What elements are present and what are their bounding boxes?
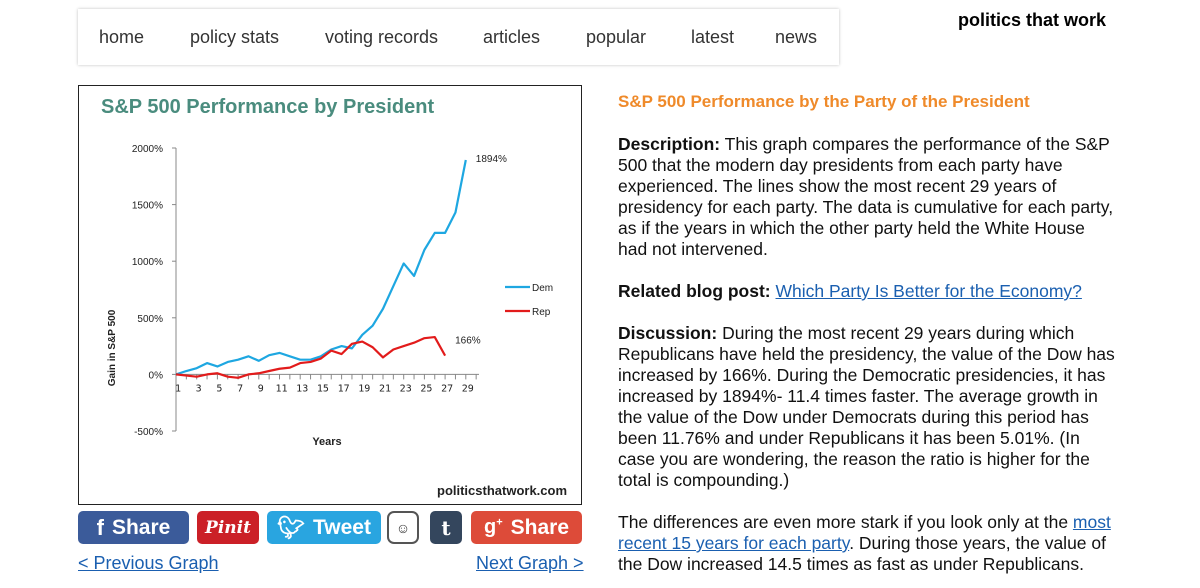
chart-end-label-rep: 166% — [455, 336, 481, 347]
chart-series-rep — [175, 335, 447, 379]
nav-policy-stats[interactable]: policy stats — [190, 27, 280, 47]
chart-x-tick-label: 23 — [400, 383, 412, 394]
facebook-icon: f — [96, 514, 104, 540]
nav-popular[interactable]: popular — [586, 27, 647, 47]
nav-latest[interactable]: latest — [691, 27, 735, 47]
chart-end-label-dem: 1894% — [476, 154, 507, 165]
differences-text-start: The differences are even more stark if y… — [618, 512, 1073, 532]
recent-15-years-link[interactable]: most recent 15 years for each party — [618, 512, 1111, 553]
pinterest-label: Pinit — [205, 517, 251, 538]
previous-graph-link[interactable]: < Previous Graph — [78, 553, 219, 573]
chart-x-tick-label: 1 — [175, 383, 181, 394]
legend-label-dem: Dem — [532, 283, 553, 294]
description-paragraph: Description: This graph compares the per… — [618, 134, 1118, 260]
next-graph-link[interactable]: Next Graph > — [476, 553, 584, 573]
differences-paragraph: The differences are even more stark if y… — [618, 512, 1118, 575]
discussion-label: Discussion: — [618, 323, 718, 343]
facebook-share-button[interactable]: f Share — [78, 511, 189, 544]
reddit-icon: ☺ — [395, 519, 411, 536]
chart-x-tick-label: 13 — [296, 383, 308, 394]
chart-x-tick-label: 11 — [275, 383, 287, 394]
chart-series-dem — [175, 159, 467, 376]
related-post-link[interactable]: Which Party Is Better for the Economy? — [775, 281, 1082, 301]
article-title: S&P 500 Performance by the Party of the … — [618, 92, 1030, 111]
twitter-bird-icon: 🐦︎ — [277, 514, 305, 540]
pinterest-button[interactable]: Pinit — [197, 511, 259, 544]
chart-x-tick-label: 19 — [358, 383, 370, 394]
nav-voting-records[interactable]: voting records — [325, 27, 439, 47]
description-label: Description: — [618, 134, 721, 154]
chart-y-tick-label: 1500% — [132, 201, 163, 212]
tweet-label: Tweet — [312, 515, 371, 539]
nav-home[interactable]: home — [99, 27, 145, 47]
tumblr-icon: t — [441, 515, 451, 540]
chart-svg: S&P 500 Performance by President Gain in… — [101, 96, 553, 448]
chart-watermark: politicsthatwork.com — [437, 483, 568, 498]
site-brand[interactable]: politics that work — [958, 10, 1107, 30]
chart-x-tick-label: 9 — [258, 383, 264, 394]
chart-x-tick-label: 7 — [237, 383, 243, 394]
chart-x-tick-label: 3 — [196, 383, 202, 394]
chart-y-tick-label: 1000% — [132, 257, 163, 268]
discussion-paragraph: Discussion: During the most recent 29 ye… — [618, 323, 1118, 491]
chart-x-tick-label: 25 — [420, 383, 432, 394]
nav-news[interactable]: news — [775, 27, 818, 47]
description-text: This graph compares the performance of t… — [618, 134, 1114, 259]
discussion-text: During the most recent 29 years during w… — [618, 323, 1115, 490]
chart-x-tick-label: 17 — [338, 383, 350, 394]
chart-x-tick-label: 5 — [216, 383, 222, 394]
chart-x-tick-label: 27 — [441, 383, 453, 394]
related-post-paragraph: Related blog post: Which Party Is Better… — [618, 281, 1118, 302]
chart-title: S&P 500 Performance by President — [101, 96, 434, 118]
chart-x-tick-label: 21 — [379, 383, 391, 394]
related-post-label: Related blog post: — [618, 281, 771, 301]
legend-label-rep: Rep — [532, 307, 551, 318]
chart-image: S&P 500 Performance by President Gain in… — [78, 85, 582, 505]
nav-articles[interactable]: articles — [483, 27, 541, 47]
reddit-button[interactable]: ☺ — [387, 511, 419, 544]
google-plus-icon: g+ — [483, 516, 503, 538]
twitter-tweet-button[interactable]: 🐦︎ Tweet — [267, 511, 381, 544]
gplus-share-label: Share — [510, 515, 570, 539]
chart-x-tick-label: 29 — [462, 383, 474, 394]
chart-x-axis-label: Years — [312, 436, 341, 448]
chart-y-tick-label: 2000% — [132, 144, 163, 155]
chart-y-tick-label: 500% — [137, 314, 163, 325]
gplus-share-button[interactable]: g+ Share — [471, 511, 582, 544]
facebook-share-label: Share — [111, 515, 171, 539]
top-nav: home policy stats voting records article… — [78, 9, 839, 65]
chart-y-axis-label: Gain in S&P 500 — [107, 309, 118, 386]
chart-y-tick-label: -500% — [134, 427, 163, 438]
differences-text-end: . During those years, the value of the D… — [618, 533, 1106, 574]
chart-y-tick-label: 0% — [149, 370, 164, 381]
chart-x-tick-label: 15 — [317, 383, 329, 394]
tumblr-button[interactable]: t — [430, 511, 462, 544]
